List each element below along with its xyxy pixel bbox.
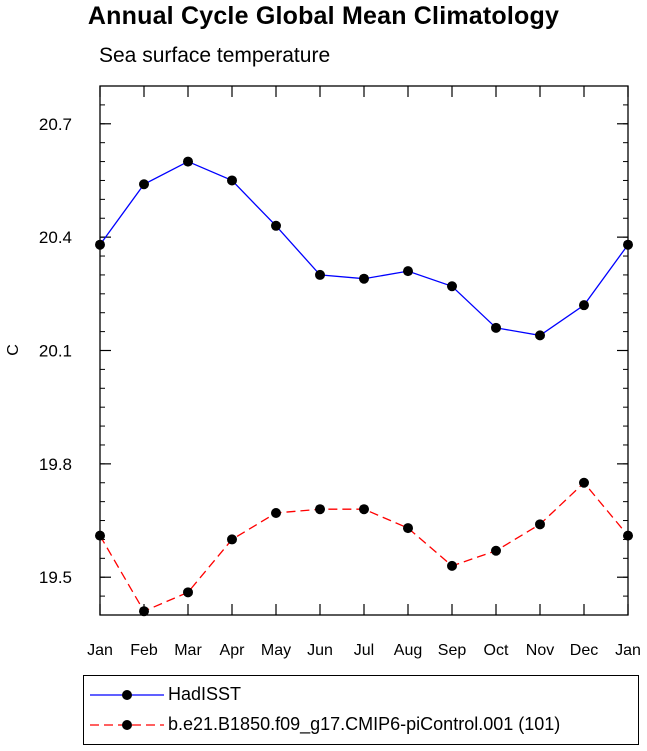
data-point-1 (535, 519, 545, 530)
chart-title: Annual Cycle Global Mean Climatology (87, 2, 560, 30)
data-point-1 (623, 530, 633, 541)
data-point-1 (227, 534, 237, 545)
y-tick-label: 19.8 (39, 455, 72, 474)
legend-label-model: b.e21.B1850.f09_g17.CMIP6-piControl.001 … (168, 714, 561, 734)
x-tick-label: Nov (526, 642, 554, 659)
x-tick-label: May (261, 642, 291, 659)
data-point-1 (271, 507, 281, 518)
x-tick-label: Jun (307, 642, 333, 659)
data-point-1 (579, 477, 589, 488)
x-tick-label: Jul (354, 642, 374, 659)
data-point-1 (315, 504, 325, 515)
series-line-0 (99, 160, 629, 337)
plot-frame (99, 85, 629, 616)
line-chart: 19.5 19.8 20.1 20.4 20.7 Jan Feb Mar Apr May Jun Ju… (5, 85, 641, 659)
legend-marker-hadisst (90, 690, 164, 700)
x-tick-label: Dec (570, 642, 598, 659)
data-point-1 (95, 530, 105, 541)
data-point-1 (447, 560, 457, 571)
data-point-0 (359, 273, 369, 284)
y-axis-label: C (5, 344, 22, 356)
y-tick-label: 19.5 (39, 568, 72, 587)
y-tick-label: 20.4 (39, 228, 72, 247)
x-tick-label: Feb (130, 642, 158, 659)
legend: HadISST b.e21.B1850.f09_g17.CMIP6-piCont… (83, 675, 639, 745)
chart-subtitle: Sea surface temperature (99, 44, 331, 67)
legend-label-hadisst: HadISST (168, 684, 242, 704)
x-tick-label: Jan (87, 642, 113, 659)
series-line-1 (99, 481, 629, 613)
data-point-1 (403, 523, 413, 534)
data-point-0 (623, 239, 633, 250)
x-tick-label: Apr (220, 642, 246, 659)
data-point-1 (139, 606, 149, 617)
legend-item-hadisst: HadISST (84, 680, 638, 710)
x-tick-label: Jan (615, 642, 641, 659)
y-tick-label: 20.1 (39, 342, 72, 361)
legend-item-model: b.e21.B1850.f09_g17.CMIP6-piControl.001 … (84, 710, 638, 740)
data-point-1 (491, 545, 501, 556)
data-point-1 (359, 504, 369, 515)
x-tick-label: Sep (438, 642, 467, 659)
data-point-0 (315, 269, 325, 280)
data-point-0 (139, 179, 149, 190)
data-point-0 (227, 175, 237, 186)
data-point-0 (447, 281, 457, 292)
data-point-0 (271, 220, 281, 231)
data-point-1 (183, 587, 193, 598)
x-tick-label: Aug (394, 642, 422, 659)
data-point-0 (403, 266, 413, 277)
x-tick-label: Oct (484, 642, 509, 659)
y-tick-label: 20.7 (39, 115, 72, 134)
data-point-0 (535, 330, 545, 341)
x-tick-label: Mar (174, 642, 202, 659)
data-point-0 (579, 300, 589, 311)
data-point-0 (491, 322, 501, 333)
data-point-0 (95, 239, 105, 250)
data-point-0 (183, 156, 193, 167)
legend-marker-model (90, 720, 164, 730)
